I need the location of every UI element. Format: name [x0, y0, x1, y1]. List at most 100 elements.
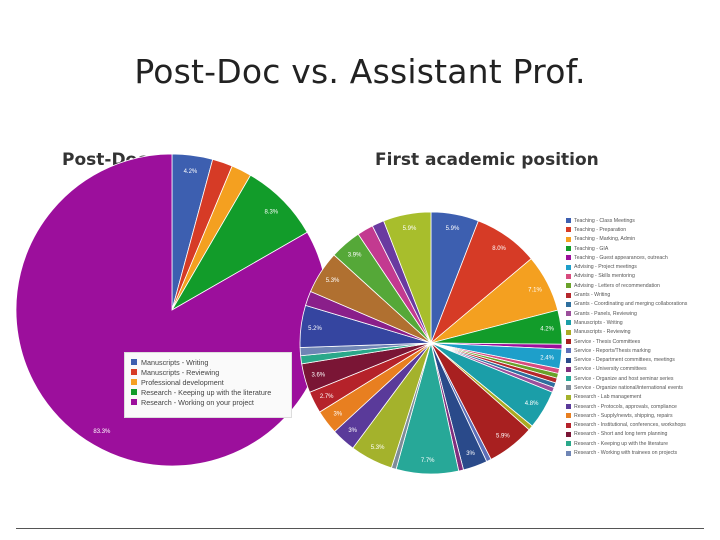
slice-data-label: 7.7%	[421, 458, 435, 464]
legend-item: Research - Keeping up with the literatur…	[131, 387, 285, 397]
legend-swatch	[131, 399, 137, 405]
slice-data-label: 5.9%	[403, 226, 417, 232]
legend-item: Manuscripts - Reviewing	[131, 367, 285, 377]
slice-data-label: 8.0%	[492, 246, 506, 252]
legend-item: Service - Organize national/internationa…	[566, 383, 706, 392]
legend-label: Service - Department committees, meeting…	[574, 357, 675, 364]
legend-swatch	[566, 292, 571, 298]
legend-swatch	[566, 413, 571, 419]
legend-swatch	[566, 366, 571, 372]
legend-label: Grants - Coordinating and merging collab…	[574, 301, 688, 308]
legend-label: Research - Protocols, approvals, complia…	[574, 403, 677, 410]
slice-data-label: 5.9%	[496, 433, 510, 439]
legend-swatch	[566, 441, 571, 447]
legend-swatch	[566, 255, 571, 261]
slice-data-label: 3.9%	[348, 252, 362, 258]
legend-swatch	[566, 320, 571, 326]
legend-item: Teaching - Marking, Admin	[566, 235, 706, 244]
first-position-legend: Teaching - Class Meetings Teaching - Prep…	[566, 216, 706, 458]
slice-data-label: 5.9%	[446, 226, 460, 232]
legend-label: Research - Institutional, conferences, w…	[574, 422, 686, 429]
slice-data-label: 3.6%	[311, 373, 325, 379]
legend-label: Advising - Letters of recommendation	[574, 282, 660, 289]
legend-swatch	[566, 404, 571, 410]
slice-data-label: 2.4%	[540, 355, 554, 361]
slice-data-label: 4.8%	[525, 401, 539, 407]
legend-swatch	[566, 311, 571, 317]
legend-item: Service - Reports/Thesis marking	[566, 346, 706, 355]
legend-label: Service - Organize and host seminar seri…	[574, 375, 674, 382]
legend-item: Research - Working on your project	[131, 397, 285, 407]
legend-label: Teaching - Preparation	[574, 226, 627, 233]
legend-swatch	[566, 376, 571, 382]
legend-swatch	[131, 379, 137, 385]
legend-label: Research - Lab management	[574, 394, 642, 401]
legend-item: Advising - Project meetings	[566, 262, 706, 271]
legend-item: Professional development	[131, 377, 285, 387]
pie-slice-unlabeled-32	[383, 211, 432, 344]
legend-label: Manuscripts - Reviewing	[574, 329, 631, 336]
legend-swatch	[566, 394, 571, 400]
legend-swatch	[566, 227, 571, 233]
legend-item: Service - University committees	[566, 365, 706, 374]
legend-label: Research - Supply/newts, shipping, repai…	[574, 412, 673, 419]
legend-item: Service - Department committees, meeting…	[566, 355, 706, 364]
legend-label: Teaching - Class Meetings	[574, 217, 635, 224]
legend-item: Manuscripts - Writing	[131, 357, 285, 367]
bottom-divider	[16, 528, 704, 529]
legend-item: Research - Working with trainees on proj…	[566, 448, 706, 457]
legend-item: Advising - Skills mentoring	[566, 272, 706, 281]
legend-item: Research - Supply/newts, shipping, repai…	[566, 411, 706, 420]
legend-swatch	[566, 246, 571, 252]
legend-item: Research - Institutional, conferences, w…	[566, 421, 706, 430]
legend-label: Advising - Skills mentoring	[574, 273, 635, 280]
legend-label: Manuscripts - Writing	[574, 319, 623, 326]
legend-swatch	[566, 283, 571, 289]
slice-data-label: 3%	[348, 428, 357, 434]
legend-item: Research - Lab management	[566, 393, 706, 402]
slice-data-label: 3%	[333, 412, 342, 418]
legend-swatch	[566, 431, 571, 437]
legend-label: Advising - Project meetings	[574, 264, 637, 271]
legend-item: Research - Protocols, approvals, complia…	[566, 402, 706, 411]
legend-swatch	[566, 301, 571, 307]
slide-title: Post-Doc vs. Assistant Prof.	[134, 52, 586, 91]
legend-swatch	[566, 273, 571, 279]
legend-label: Research - Working with trainees on proj…	[574, 450, 678, 457]
legend-swatch	[131, 369, 137, 375]
legend-item: Grants - Coordinating and merging collab…	[566, 300, 706, 309]
legend-label: Professional development	[141, 377, 224, 387]
legend-item: Grants - Panels, Reviewing	[566, 309, 706, 318]
slice-data-label: 83.3%	[93, 429, 111, 435]
legend-swatch	[566, 348, 571, 354]
legend-label: Service - Organize national/internationa…	[574, 384, 683, 391]
legend-item: Research - Keeping up with the literatur…	[566, 439, 706, 448]
legend-label: Manuscripts - Reviewing	[141, 367, 220, 377]
legend-label: Research - Short and long term planning	[574, 431, 668, 438]
legend-item: Teaching - Preparation	[566, 225, 706, 234]
legend-label: Research - Keeping up with the literatur…	[141, 387, 272, 397]
legend-label: Teaching - Guest appearances, outreach	[574, 254, 668, 261]
slice-data-label: 4.2%	[184, 169, 198, 175]
legend-item: Teaching - Guest appearances, outreach	[566, 253, 706, 262]
legend-swatch	[566, 264, 571, 270]
slice-data-label: 7.1%	[528, 287, 542, 293]
legend-swatch	[566, 339, 571, 344]
first-position-chart-title: First academic position	[375, 150, 599, 170]
legend-swatch	[566, 422, 571, 428]
slice-data-label: 5.3%	[371, 445, 385, 451]
legend-swatch	[566, 329, 571, 335]
slice-data-label: 4.2%	[540, 327, 554, 333]
legend-swatch	[566, 218, 571, 224]
legend-item: Teaching - GIA	[566, 244, 706, 253]
legend-swatch	[131, 389, 137, 395]
legend-label: Service - Reports/Thesis marking	[574, 347, 651, 354]
legend-swatch	[566, 236, 571, 242]
legend-label: Teaching - Marking, Admin	[574, 236, 636, 243]
legend-label: Grants - Writing	[574, 292, 611, 299]
legend-label: Research - Working on your project	[141, 397, 254, 407]
legend-item: Grants - Writing	[566, 290, 706, 299]
slice-data-label: 5.2%	[308, 326, 322, 332]
legend-label: Research - Keeping up with the literatur…	[574, 440, 669, 447]
